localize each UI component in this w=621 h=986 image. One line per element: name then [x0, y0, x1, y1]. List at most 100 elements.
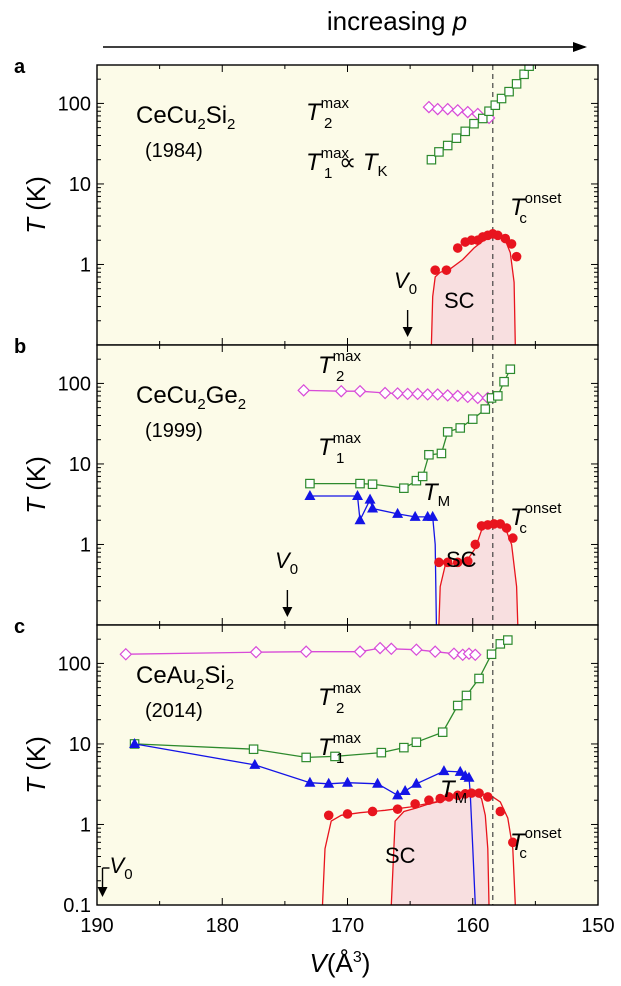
data-point [299, 645, 313, 659]
data-point [463, 771, 475, 782]
series-TM [129, 737, 476, 905]
t2max-label: Tmax 2 [318, 348, 362, 385]
t1max-label: Tmax 1 [318, 730, 362, 767]
y-axis-label: T (K) [21, 176, 51, 234]
data-point [373, 641, 387, 655]
data-point [424, 795, 434, 806]
data-point [496, 93, 507, 104]
v0-arrowhead [282, 607, 293, 617]
data-point [444, 792, 454, 802]
y-tick-label: 0.1 [63, 895, 91, 917]
data-point [493, 391, 503, 401]
data-point [431, 388, 445, 401]
data-point [503, 635, 513, 645]
header-label: increasing p [327, 6, 467, 36]
data-point [410, 777, 422, 788]
y-tick-label: 1 [80, 534, 91, 556]
data-point [437, 727, 448, 737]
data-point [470, 539, 481, 550]
data-point [462, 556, 473, 566]
data-point [461, 105, 475, 119]
data-point [452, 557, 463, 568]
y-axis-ticks: 100 10 1 0.1 [58, 624, 599, 917]
data-point [129, 737, 141, 748]
data-point [355, 478, 365, 489]
data-point [519, 69, 529, 80]
x-tick-label: 150 [581, 915, 614, 937]
series-T2max [297, 384, 495, 405]
data-point [342, 809, 353, 819]
series-T1max [426, 65, 534, 165]
data-point [477, 113, 488, 124]
data-point [452, 790, 463, 801]
data-point [482, 792, 493, 802]
data-point [378, 386, 392, 400]
compound-label: CeAu2Si2 [136, 662, 234, 693]
data-point [442, 557, 453, 568]
data-point [441, 102, 455, 116]
y-tick-label: 10 [69, 734, 91, 756]
panels: 100 10 1 T (K) a CeCu2Si2 (1984) Tmax 2 Tmax 1 ∝ T… [14, 56, 599, 917]
data-point [474, 788, 484, 798]
data-point [452, 700, 463, 711]
year-label: (1984) [145, 140, 203, 162]
data-point [447, 647, 461, 661]
data-point [504, 86, 514, 97]
data-point [342, 776, 353, 787]
data-point [434, 147, 444, 157]
data-point [330, 751, 340, 762]
data-point [451, 389, 465, 403]
data-point [431, 102, 445, 116]
data-point [501, 523, 512, 533]
data-point [486, 649, 497, 660]
compound-label: CeCu2Ge2 [136, 382, 246, 413]
data-point [399, 742, 409, 753]
series-T1max [305, 364, 516, 493]
data-point [119, 647, 133, 661]
data-point [427, 510, 439, 521]
data-point [511, 79, 522, 89]
plot-area [119, 625, 518, 905]
data-point [367, 479, 378, 490]
data-point [441, 265, 452, 275]
data-point [410, 643, 423, 657]
data-point [506, 239, 517, 249]
data-point [384, 642, 398, 656]
y-tick-label: 100 [58, 653, 91, 675]
t1max-label: Tmax 1 ∝ TK [306, 145, 388, 182]
data-point [323, 810, 334, 821]
v0-label: V0 [110, 853, 133, 883]
data-point [438, 765, 450, 776]
data-point [452, 243, 463, 253]
y-tick-label: 100 [58, 93, 91, 115]
tc-onset-label: Tonset c [510, 500, 562, 537]
data-point [409, 510, 421, 521]
data-point [392, 507, 404, 518]
v0-arrowhead [97, 887, 108, 897]
data-point [391, 387, 404, 400]
data-point [392, 804, 403, 814]
panel-c: 100 10 1 0.1 T (K) c CeAu2Si2 (2014) Tmax 2 Tmax 1 T… [14, 616, 599, 917]
data-point [434, 557, 444, 568]
data-point [305, 478, 315, 489]
y-tick-label: 1 [80, 254, 91, 276]
data-point [467, 414, 478, 424]
series-Tc [323, 788, 518, 848]
v0-label: V0 [394, 268, 417, 298]
data-point [435, 793, 445, 804]
data-point [461, 690, 472, 701]
x-tick-label: 180 [206, 915, 239, 937]
tm-drop-line [432, 516, 438, 625]
sc-label: SC [446, 547, 477, 572]
data-point [376, 747, 387, 758]
data-point [436, 448, 447, 459]
plot-area [297, 345, 519, 625]
data-point [480, 404, 491, 414]
data-point [372, 777, 384, 788]
data-point [500, 233, 511, 244]
plot-area [422, 65, 534, 345]
data-point [505, 364, 516, 375]
data-point [422, 100, 436, 114]
x-tick-label: 190 [80, 915, 113, 937]
x-axis-ticks: 190 180 170 160 150 [80, 915, 614, 937]
